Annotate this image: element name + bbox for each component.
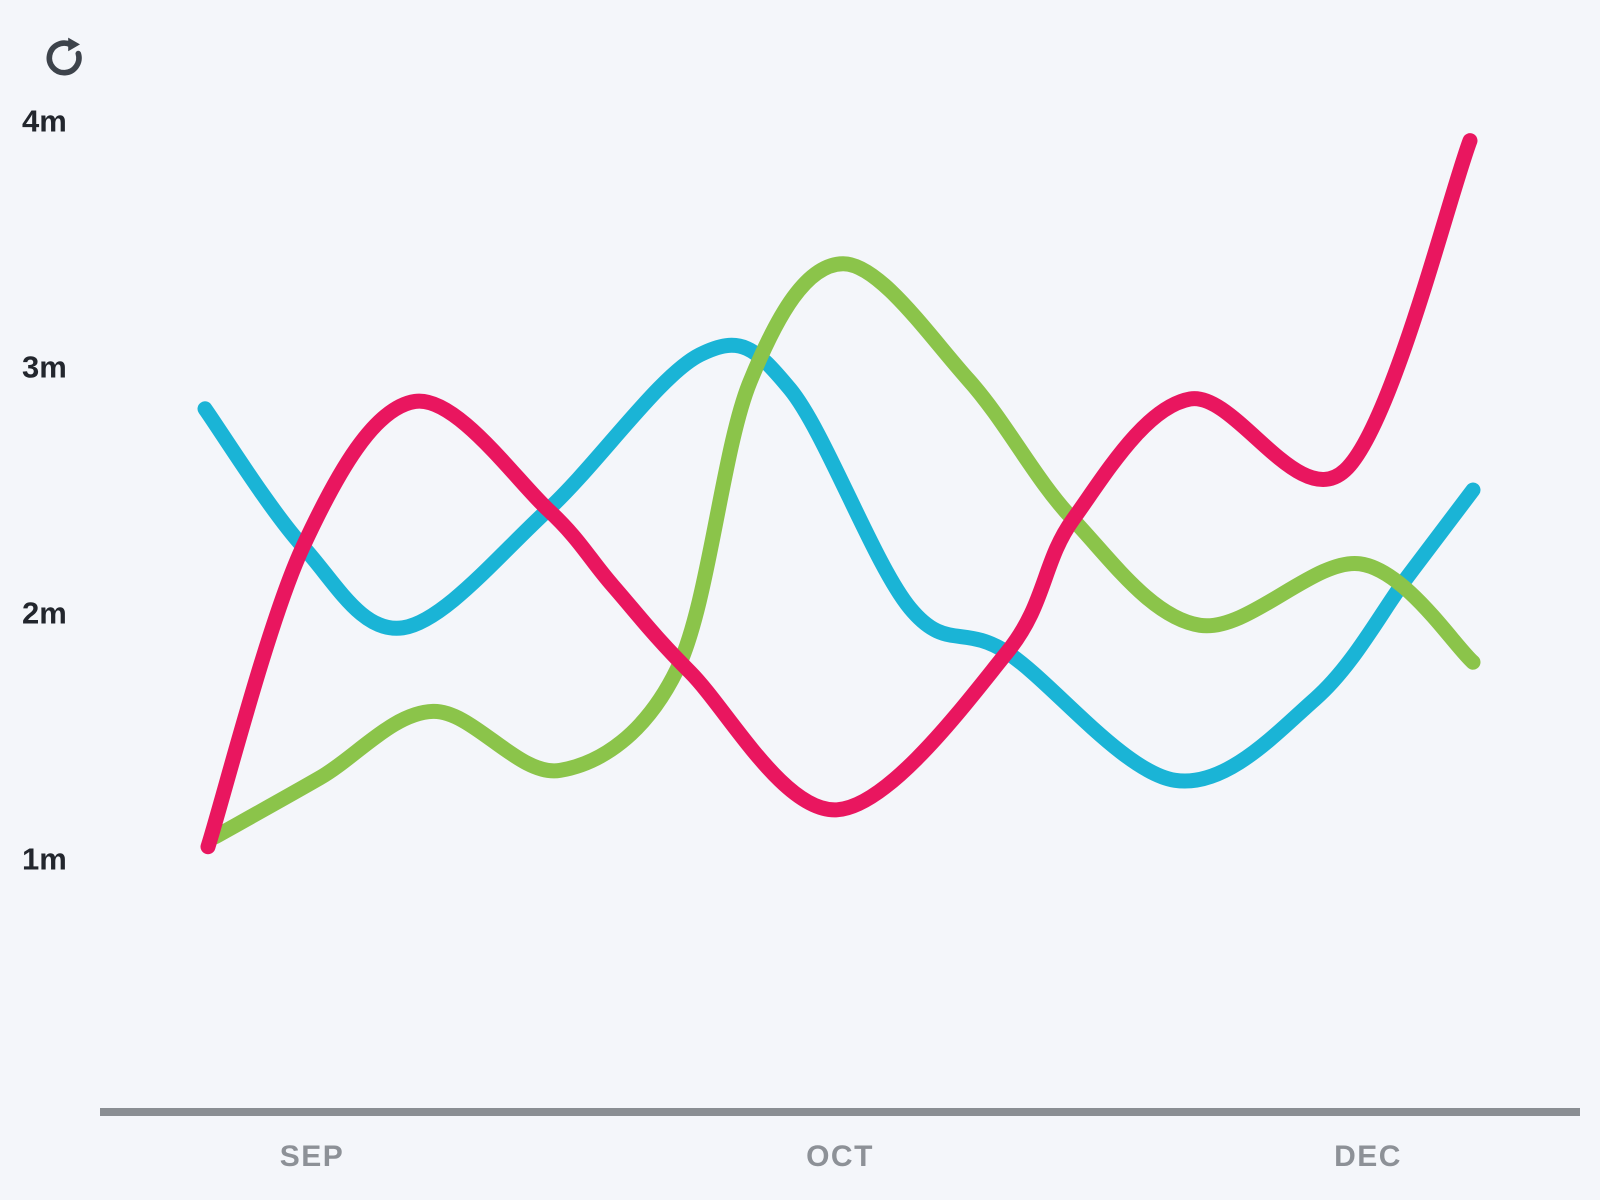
refresh-button[interactable] xyxy=(40,34,86,80)
y-axis-label-4m: 4m xyxy=(22,103,67,139)
series-line-pink xyxy=(200,133,1478,855)
y-axis-label-3m: 3m xyxy=(22,349,67,385)
x-axis-label-sep: SEP xyxy=(279,1140,345,1173)
x-axis-line xyxy=(100,1108,1580,1116)
y-axis-label-2m: 2m xyxy=(22,595,67,631)
y-axis-label-1m: 1m xyxy=(22,841,67,877)
x-axis-label-dec: DEC xyxy=(1334,1140,1402,1173)
refresh-icon xyxy=(46,37,82,76)
series-line-cyan xyxy=(197,337,1481,789)
series-line-green xyxy=(207,256,1481,845)
x-axis-label-oct: OCT xyxy=(806,1140,874,1173)
